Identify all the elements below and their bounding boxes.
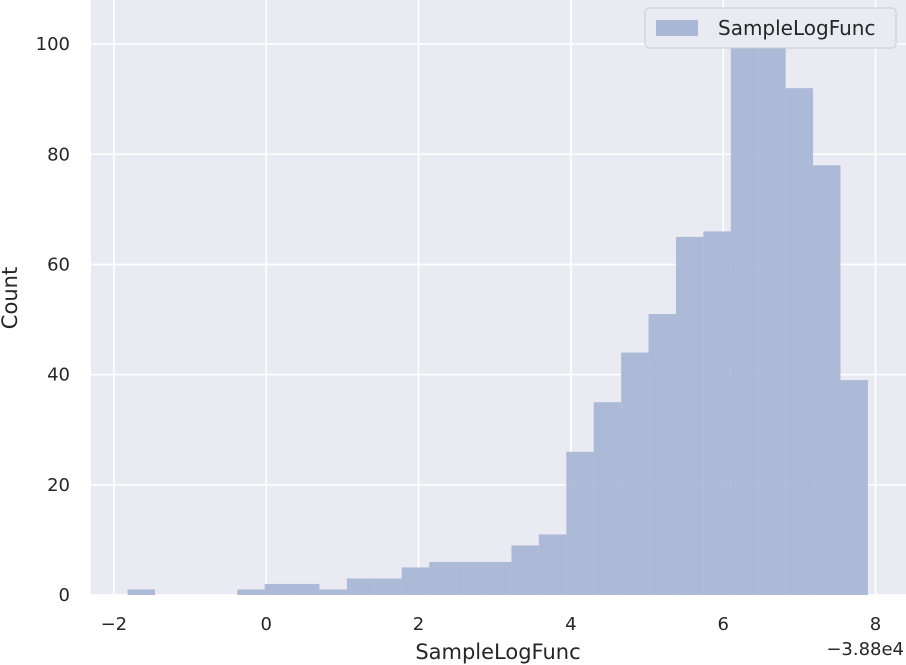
x-tick-label: −2 <box>101 614 128 635</box>
y-axis-label: Count <box>0 267 22 329</box>
histogram-bar <box>484 561 512 595</box>
x-tick-label: 8 <box>870 614 881 635</box>
histogram-bar <box>758 11 786 596</box>
histogram-bar <box>401 567 430 595</box>
x-tick-label: 0 <box>260 614 271 635</box>
histogram-bar <box>813 165 841 595</box>
histogram-bar <box>456 561 485 595</box>
x-tick-labels: −2 0 2 4 6 8 <box>101 614 882 635</box>
legend-box <box>644 7 897 49</box>
legend-swatch <box>656 20 698 36</box>
x-axis-label: SampleLogFunc <box>415 640 580 664</box>
y-tick-labels: 0 20 40 60 80 100 <box>36 34 70 606</box>
legend: SampleLogFunc <box>644 7 897 49</box>
y-tick-label: 0 <box>59 585 70 606</box>
histogram-bar <box>675 236 704 596</box>
x-tick-label: 6 <box>717 614 728 635</box>
x-axis-offset-label: −3.88e4 <box>826 639 904 660</box>
histogram-bar <box>703 231 731 595</box>
histogram-bar <box>292 583 320 595</box>
histogram-bar <box>538 534 567 595</box>
y-tick-label: 40 <box>47 365 70 386</box>
legend-entry-label: SampleLogFunc <box>718 16 875 40</box>
x-tick-label: 4 <box>565 614 576 635</box>
histogram-bar <box>785 88 814 596</box>
histogram-bar <box>237 589 265 595</box>
histogram-bar <box>346 578 375 595</box>
histogram-bar <box>319 589 347 595</box>
y-tick-label: 60 <box>47 254 70 275</box>
histogram-bar <box>593 402 622 595</box>
histogram-bar <box>621 352 649 595</box>
histogram-bar <box>511 545 539 595</box>
histogram-bars <box>127 11 868 596</box>
histogram-bar <box>840 380 868 595</box>
histogram-bar <box>264 583 293 595</box>
histogram-bar <box>648 314 676 595</box>
y-tick-label: 80 <box>47 144 70 165</box>
histogram-bar <box>127 589 155 595</box>
histogram-bar <box>374 578 402 595</box>
y-tick-label: 100 <box>36 34 70 55</box>
histogram-bar <box>566 451 594 595</box>
x-tick-label: 2 <box>413 614 424 635</box>
x-grid-lines <box>113 0 877 595</box>
y-tick-label: 20 <box>47 475 70 496</box>
histogram-bar <box>730 11 759 596</box>
histogram-bar <box>429 561 457 595</box>
